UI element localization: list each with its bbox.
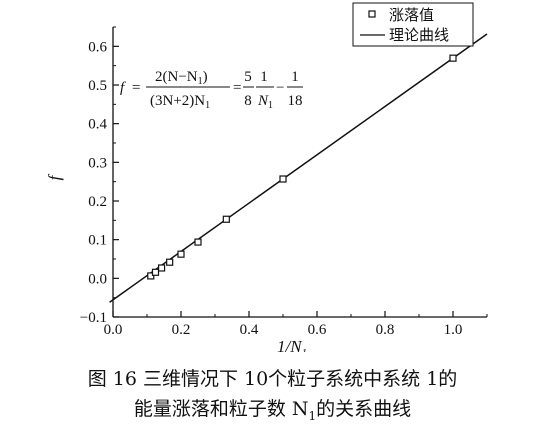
data-point [166,258,174,266]
formula-equals-2: = [233,80,241,96]
formula-f: f [120,80,126,96]
formula-frac2-den: 8 [244,93,252,109]
data-point [177,250,185,258]
x-tick-label: 0.4 [240,322,259,338]
formula-minus: − [276,80,284,96]
data-point [157,264,166,272]
tick-labels: 0.0 0.2 0.4 0.6 0.8 1.0−0.10.00.10.20.30.40.5… [80,39,463,338]
caption-line2-sub: 1 [308,408,317,423]
formula-frac4-num: 1 [291,69,299,85]
y-tick-label: −0.1 [80,310,107,326]
legend: 涨落值 理论曲线 [352,2,474,47]
data-point [222,215,230,223]
formula-num1-sub: 1 [198,76,203,87]
series-fluctuation-points [147,54,457,280]
data-point [194,238,202,246]
data-point [151,268,160,276]
formula-frac3-den-sub: 1 [268,100,273,111]
x-tick-label: 1.0 [444,322,463,338]
formula-frac3-den: N1 [257,93,273,111]
caption-line2-post: 的关系曲线 [316,398,412,420]
series-theory-line [109,33,488,303]
figure-caption-line1: 图 16 三维情况下 10个粒子系统中系统 1的 [87,368,458,390]
y-tick-label: 0.1 [88,233,107,249]
formula-den1-sub: 1 [205,100,210,111]
formula-num1-main: 2(N−N [155,69,198,85]
y-tick-label: 0.0 [88,271,107,287]
legend-marker-square [368,10,376,18]
chart: 0.0 0.2 0.4 0.6 0.8 1.0−0.10.00.10.20.30.40.5… [45,2,488,352]
x-tick-label: 0.6 [308,322,327,338]
data-point [449,54,457,62]
formula-frac2-num: 5 [244,69,252,85]
caption-line2-pre: 能量涨落和粒子数 N [133,398,309,420]
formula-frac4-den: 18 [288,93,303,109]
y-tick-label: 0.5 [88,78,107,94]
data-point [147,272,155,280]
formula-den1: (3N+2)N1 [150,93,210,111]
formula-num1: 2(N−N1) [155,69,208,87]
x-axis-label-sub: 1 [302,347,308,352]
formula-den1-main: (3N+2)N [150,93,205,109]
x-axis-label: 1/N1 [277,337,307,352]
figure-caption-line2: 能量涨落和粒子数 N1的关系曲线 [0,394,545,423]
y-tick-label: 0.3 [88,155,107,171]
legend-label-points: 涨落值 [389,7,434,24]
x-tick-label: 0.0 [104,322,123,338]
formula-frac3-den-main: N [257,93,269,109]
theory-line [109,33,488,303]
legend-box [352,2,474,47]
x-tick-label: 0.2 [172,322,191,338]
formula-num1-end: ) [203,69,208,85]
y-axis-label: f [45,173,64,180]
formula-equals-1: = [132,80,140,96]
y-tick-label: 0.4 [88,117,107,133]
legend-label-line: 理论曲线 [389,27,449,44]
x-tick-label: 0.8 [376,322,395,338]
formula-annotation: f = 2(N−N1) (3N+2)N1 = 5 8 1 N1 − 1 18 [120,69,303,111]
x-axis-label-main: 1/N [277,337,303,352]
y-tick-label: 0.2 [88,194,107,210]
data-point [279,175,287,183]
formula-frac3-num: 1 [260,69,268,85]
y-tick-label: 0.6 [88,39,107,55]
